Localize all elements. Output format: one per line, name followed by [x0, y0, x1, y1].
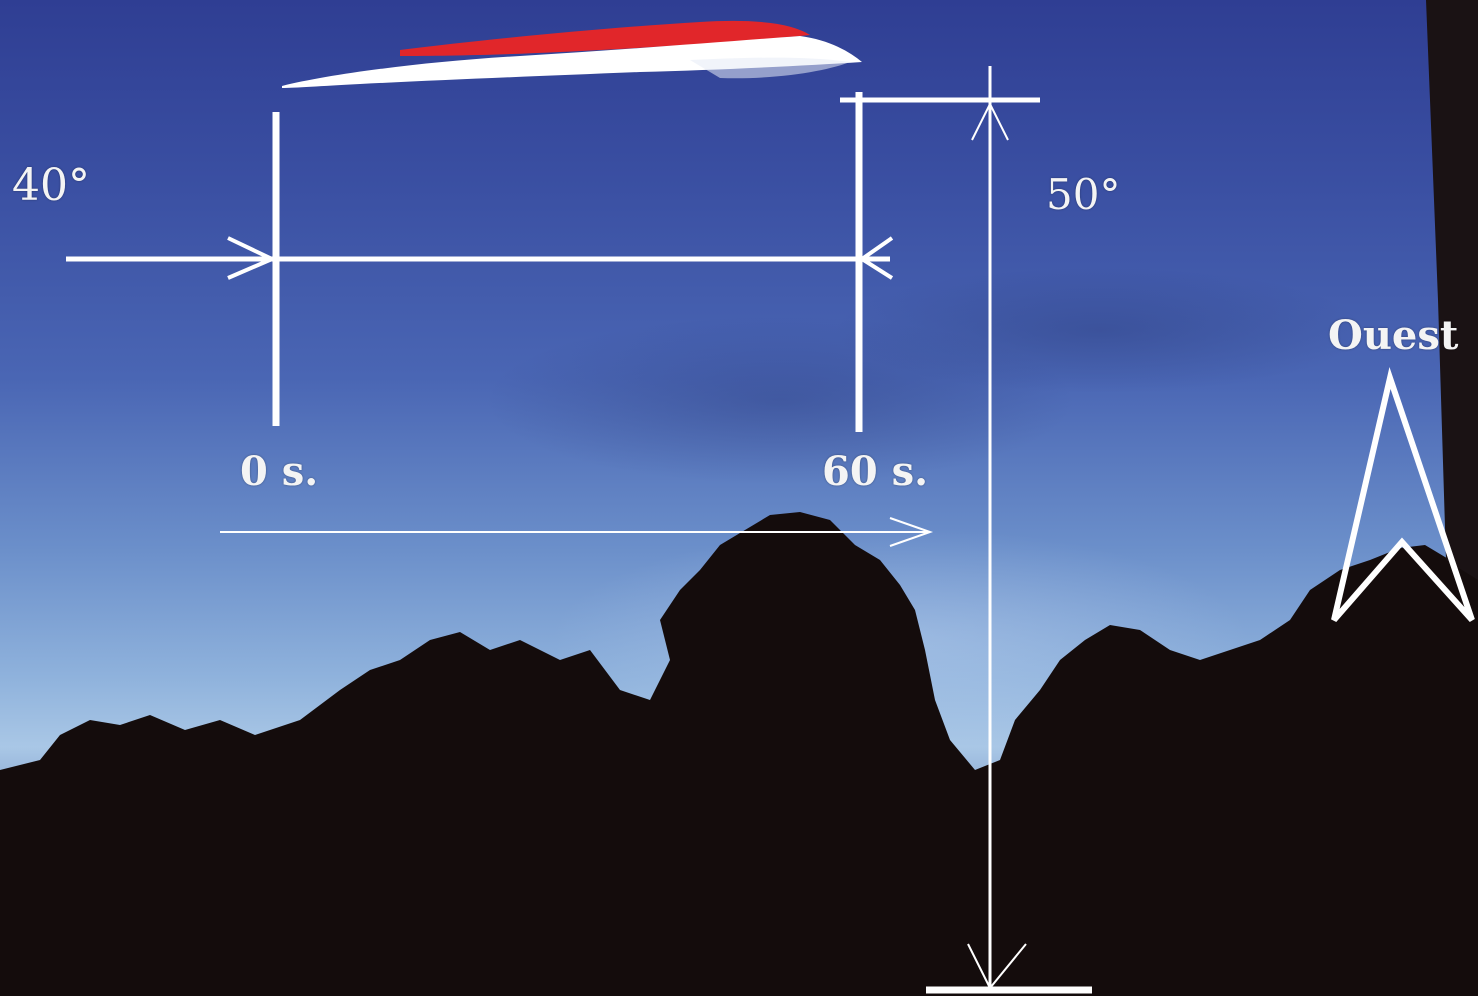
time-arrowhead — [889, 517, 934, 547]
right-edge-dark — [1426, 0, 1478, 580]
arrowhead-right — [227, 236, 277, 280]
trail-white — [282, 36, 862, 88]
arrowhead-left — [858, 236, 894, 280]
north-arrow-icon — [1331, 367, 1475, 623]
trail-glow — [690, 57, 850, 79]
treeline-silhouette — [0, 512, 1478, 996]
arrowhead-up — [971, 101, 1009, 141]
trail-red — [400, 20, 810, 57]
direction-label: Ouest — [1328, 312, 1459, 359]
angle-label-40: 40° — [12, 160, 90, 211]
time-label-start: 0 s. — [240, 448, 319, 495]
time-label-end: 60 s. — [822, 448, 929, 495]
angle-label-50: 50° — [1046, 170, 1121, 219]
